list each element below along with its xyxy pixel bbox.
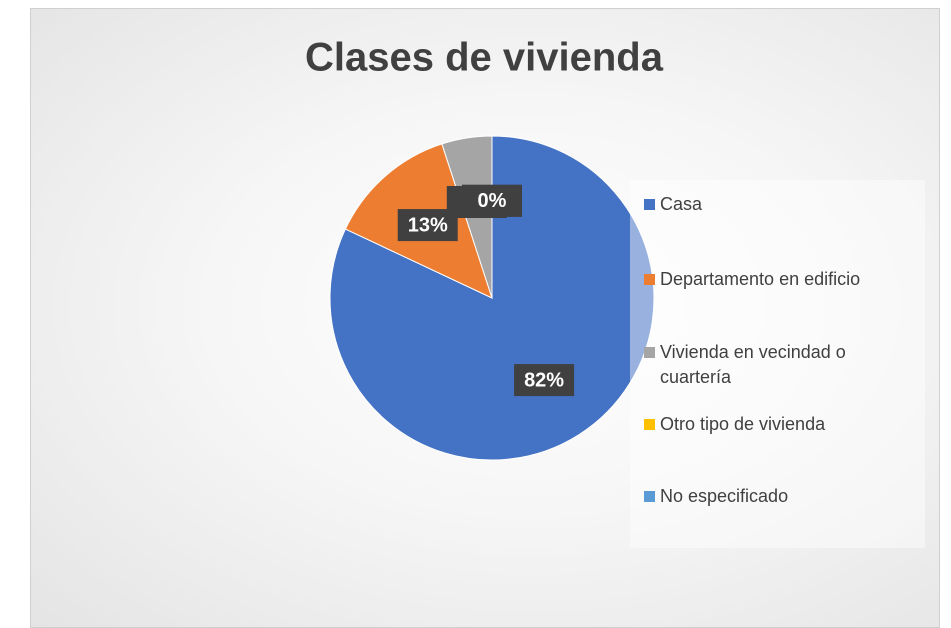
legend-label: Departamento en edificio	[660, 269, 861, 289]
legend-item: Vivienda en vecindad o cuartería	[644, 340, 919, 390]
data-label-text: 13%	[408, 214, 448, 236]
legend-label: Otro tipo de vivienda	[660, 414, 826, 434]
legend-swatch	[644, 274, 655, 285]
data-label-text: 0%	[478, 190, 507, 212]
legend-label: Casa	[660, 194, 703, 214]
legend: Casa Departamento en edificio Vivienda en …	[630, 180, 925, 548]
data-label: 13%	[397, 209, 458, 242]
chart-title: Clases de vivienda	[305, 36, 664, 80]
data-label: 82%	[514, 364, 575, 397]
legend-swatch	[644, 491, 655, 502]
data-label-box	[462, 184, 522, 217]
legend-item: Otro tipo de vivienda	[644, 412, 919, 437]
legend-label: Vivienda en vecindad o cuartería	[660, 342, 846, 387]
data-label-box	[514, 364, 575, 397]
data-label-text: 82%	[524, 369, 564, 391]
legend-item: No especificado	[644, 484, 919, 509]
legend-label: No especificado	[660, 486, 789, 506]
legend-item: Casa	[644, 192, 919, 217]
legend-item: Departamento en edificio	[644, 267, 919, 292]
legend-swatch	[644, 347, 655, 358]
legend-swatch	[644, 419, 655, 430]
data-label: 0%	[462, 184, 522, 217]
legend-swatch	[644, 199, 655, 210]
